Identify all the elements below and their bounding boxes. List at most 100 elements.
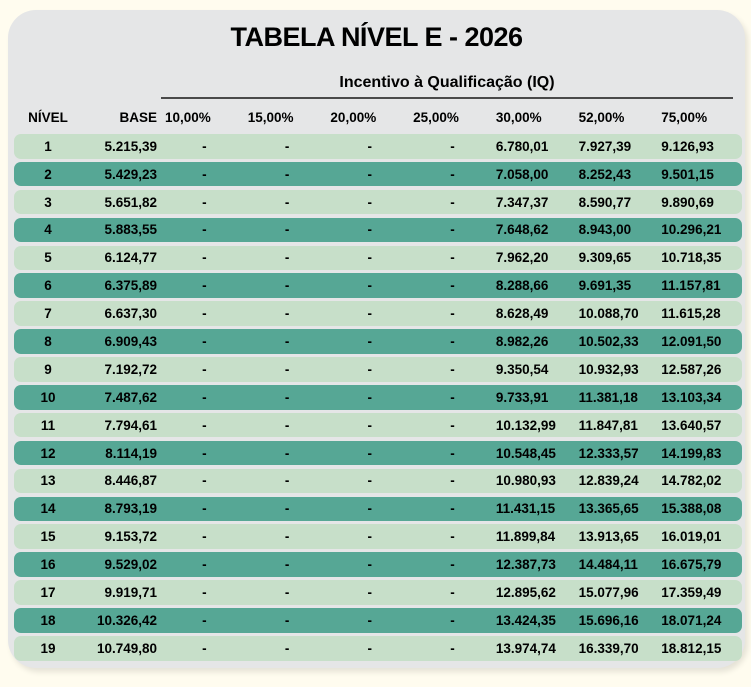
- cell-base: 5.883,55: [104, 222, 157, 238]
- iq-group-underline: [161, 97, 733, 99]
- cell-nivel: 15: [40, 529, 56, 545]
- cell-15pct: -: [284, 194, 290, 210]
- cell-52pct: 9.309,65: [578, 250, 632, 266]
- cell-20pct: -: [367, 222, 373, 238]
- cell-nivel: 10: [40, 389, 56, 405]
- table-card: TABELA NÍVEL E - 2026 Incentivo à Qualif…: [8, 10, 745, 668]
- cell-10pct: -: [202, 194, 207, 210]
- cell-30pct: 9.733,91: [495, 389, 549, 405]
- column-header-30pct: 30,00%: [495, 110, 542, 125]
- cell-75pct: 15.388,08: [661, 501, 722, 517]
- cell-10pct: -: [202, 250, 207, 266]
- cell-base: 9.153,72: [104, 529, 157, 545]
- table-row: 12 8.114,19 - - - - 10.548,45 12.333,57 14.199,8…: [14, 440, 742, 466]
- cell-base: 6.637,30: [104, 306, 157, 322]
- cell-30pct: 7.347,37: [495, 194, 549, 210]
- table-row: 14 8.793,19 - - - - 11.431,15 13.365,65 15.388,0…: [14, 496, 742, 522]
- cell-20pct: -: [367, 640, 373, 656]
- cell-15pct: -: [284, 529, 290, 545]
- cell-nivel: 16: [40, 557, 56, 573]
- cell-10pct: -: [202, 306, 207, 322]
- table-row: 16 9.529,02 - - - - 12.387,73 14.484,11 16.675,7…: [14, 552, 742, 577]
- cell-base: 6.124,77: [104, 250, 157, 266]
- cell-30pct: 10.132,99: [495, 417, 556, 433]
- column-header-10pct: 10,00%: [165, 110, 211, 125]
- cell-base: 8.793,19: [104, 501, 157, 517]
- cell-52pct: 14.484,11: [578, 557, 638, 573]
- cell-52pct: 15.077,96: [578, 585, 639, 600]
- cell-52pct: 16.339,70: [578, 640, 639, 656]
- table-row: 18 10.326,42 - - - - 13.424,35 15.696,16 18.071,…: [14, 608, 742, 633]
- cell-base: 6.909,43: [104, 333, 157, 349]
- cell-52pct: 9.691,35: [578, 278, 632, 294]
- cell-10pct: -: [202, 138, 207, 154]
- cell-75pct: 16.675,79: [661, 557, 722, 573]
- column-header-25pct: 25,00%: [413, 110, 459, 125]
- cell-25pct: -: [450, 417, 455, 433]
- cell-10pct: -: [202, 278, 207, 294]
- cell-25pct: -: [450, 585, 455, 600]
- cell-52pct: 8.943,00: [578, 222, 632, 238]
- table-row: 17 9.919,71 - - - - 12.895,62 15.077,96 17.359,4…: [14, 580, 742, 605]
- cell-nivel: 12: [40, 445, 56, 461]
- cell-20pct: -: [367, 250, 373, 266]
- cell-nivel: 4: [44, 222, 52, 238]
- cell-25pct: -: [450, 278, 455, 294]
- cell-nivel: 5: [44, 250, 52, 266]
- cell-nivel: 19: [40, 640, 56, 656]
- cell-10pct: -: [202, 640, 207, 656]
- cell-base: 10.326,42: [96, 612, 157, 628]
- cell-nivel: 14: [40, 501, 56, 517]
- table-row: 2 5.429,23 - - - - 7.058,00 8.252,43 9.501,15: [14, 161, 742, 187]
- cell-75pct: 10.718,35: [661, 250, 722, 266]
- cell-20pct: -: [367, 306, 373, 322]
- cell-nivel: 3: [44, 194, 52, 210]
- table-title: TABELA NÍVEL E - 2026: [230, 22, 523, 52]
- cell-15pct: -: [284, 501, 290, 517]
- cell-10pct: -: [202, 361, 207, 377]
- cell-25pct: -: [450, 445, 455, 461]
- cell-25pct: -: [450, 306, 455, 322]
- cell-30pct: 11.431,15: [495, 501, 556, 517]
- cell-base: 5.651,82: [104, 194, 157, 210]
- cell-15pct: -: [284, 389, 290, 405]
- cell-25pct: -: [450, 389, 455, 405]
- table-row: 9 7.192,72 - - - - 9.350,54 10.932,93 12.587,26: [14, 357, 742, 382]
- cell-15pct: -: [284, 361, 290, 377]
- cell-25pct: -: [450, 222, 455, 238]
- table-row: 4 5.883,55 - - - - 7.648,62 8.943,00 10.296,21: [14, 217, 742, 243]
- cell-30pct: 7.962,20: [495, 250, 549, 266]
- cell-52pct: 10.088,70: [578, 306, 639, 322]
- cell-10pct: -: [202, 501, 207, 517]
- cell-30pct: 13.974,74: [495, 640, 556, 656]
- cell-75pct: 18.071,24: [661, 612, 722, 628]
- cell-75pct: 12.587,26: [661, 361, 722, 377]
- cell-15pct: -: [284, 640, 290, 656]
- cell-20pct: -: [367, 138, 373, 154]
- cell-10pct: -: [202, 612, 207, 628]
- cell-52pct: 13.913,65: [578, 529, 639, 545]
- column-header-base: BASE: [119, 110, 157, 125]
- cell-25pct: -: [450, 361, 455, 377]
- cell-25pct: -: [450, 166, 455, 182]
- table-row: 5 6.124,77 - - - - 7.962,20 9.309,65 10.718,35: [14, 245, 742, 271]
- table-row: 19 10.749,80 - - - - 13.974,74 16.339,70 18.812,…: [14, 636, 742, 661]
- cell-75pct: 11.157,81: [661, 278, 721, 294]
- table-row: 8 6.909,43 - - - - 8.982,26 10.502,33 12.091,50: [14, 329, 742, 354]
- table-row: 13 8.446,87 - - - - 10.980,93 12.839,24 14.782,0…: [14, 468, 742, 494]
- cell-52pct: 12.333,57: [578, 445, 639, 461]
- table-row: 6 6.375,89 - - - - 8.288,66 9.691,35 11.157,81: [14, 273, 742, 298]
- cell-base: 8.114,19: [105, 445, 157, 461]
- cell-75pct: 11.615,28: [661, 306, 721, 322]
- cell-30pct: 12.895,62: [495, 585, 556, 600]
- cell-52pct: 8.252,43: [578, 166, 632, 182]
- cell-10pct: -: [202, 473, 207, 489]
- cell-base: 6.375,89: [104, 278, 157, 294]
- cell-nivel: 11: [40, 417, 56, 433]
- cell-25pct: -: [450, 529, 455, 545]
- table-row: 1 5.215,39 - - - - 6.780,01 7.927,39 9.126,93: [14, 134, 742, 159]
- cell-nivel: 17: [40, 585, 56, 600]
- cell-nivel: 9: [44, 361, 52, 377]
- cell-15pct: -: [284, 612, 290, 628]
